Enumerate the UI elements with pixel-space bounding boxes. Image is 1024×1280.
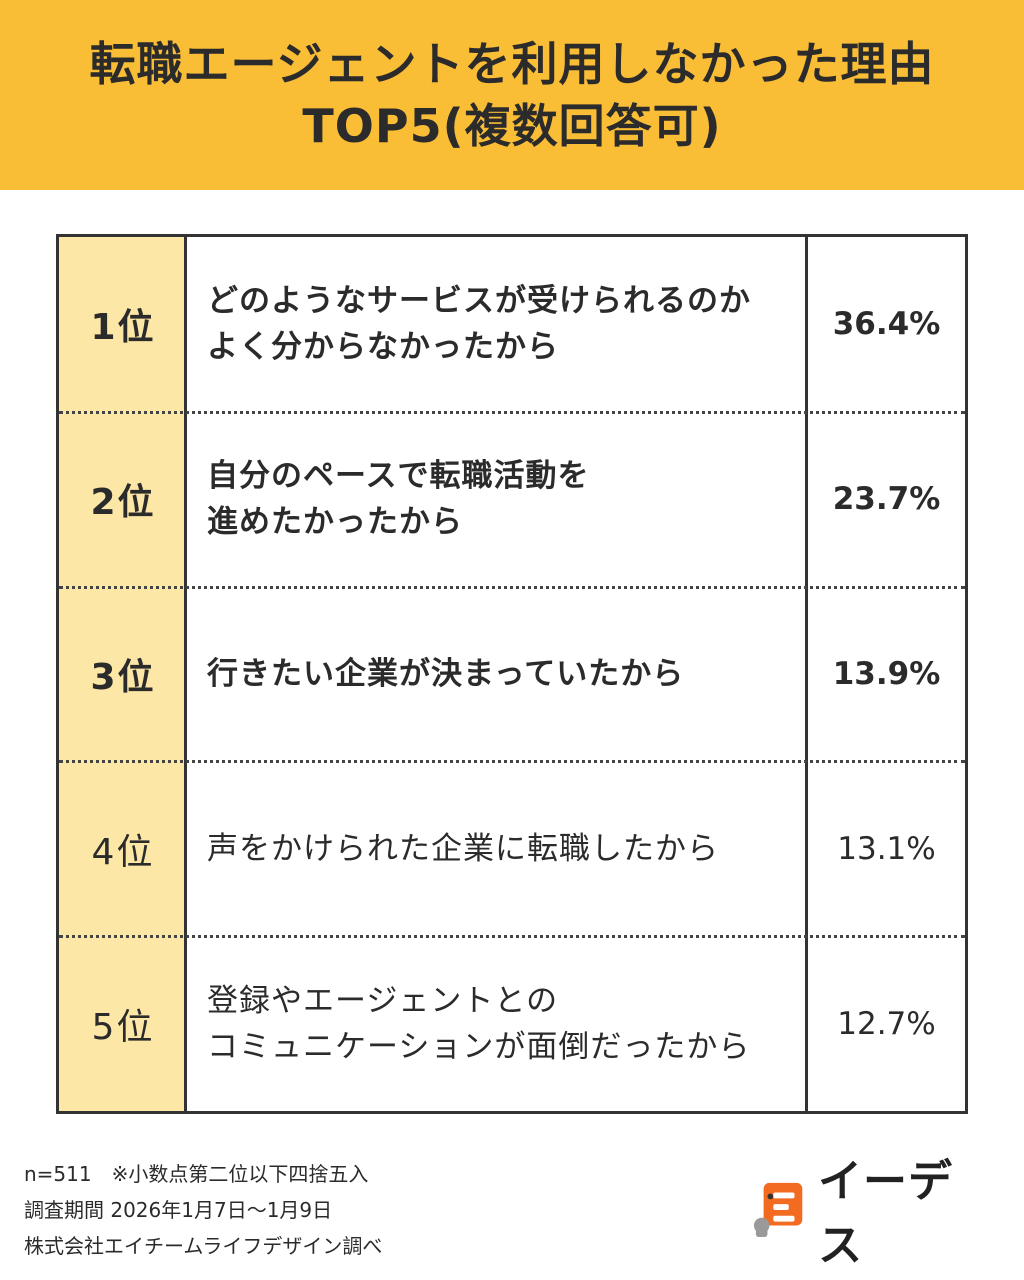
reason-line: どのようなサービスが受けられるのか [207, 283, 751, 320]
reason-line: 自分のペースで転職活動を [207, 458, 590, 495]
ranking-table: 1位 どのようなサービスが受けられるのか よく分からなかったから 36.4% 2位 自分の… [56, 234, 968, 1114]
table-row: 2位 自分のペースで転職活動を 進めたかったから 23.7% [59, 412, 965, 587]
row-divider [59, 585, 965, 589]
rank-label: 4位 [91, 831, 155, 873]
percent-value: 23.7% [832, 481, 941, 518]
table-row: 1位 どのようなサービスが受けられるのか よく分からなかったから 36.4% [59, 237, 965, 412]
percent-value: 13.1% [837, 830, 936, 867]
reason-line: 声をかけられた企業に転職したから [207, 830, 719, 867]
rank-label: 1位 [90, 307, 156, 349]
page-title-line1: 転職エージェントを利用しなかった理由 [89, 37, 935, 91]
footer-notes: n=511 ※小数点第二位以下四捨五入 調査期間 2026年1月7日〜1月9日 … [24, 1156, 724, 1264]
rank-label: 3位 [90, 656, 156, 698]
footer-source: 株式会社エイチームライフデザイン調べ [24, 1234, 383, 1258]
footer-survey-period: 調査期間 2026年1月7日〜1月9日 [24, 1198, 333, 1222]
footer-sample-note: n=511 ※小数点第二位以下四捨五入 [24, 1162, 369, 1186]
row-divider [59, 935, 965, 939]
row-divider [59, 410, 965, 414]
table-row: 5位 登録やエージェントとのコミュニケーションが面倒だったから 12.7% [59, 936, 965, 1111]
reason-text: 自分のペースで転職活動を 進めたかったから [207, 412, 797, 587]
reason-text: 行きたい企業が決まっていたから [207, 587, 797, 762]
reason-line: よく分からなかったから [207, 329, 559, 366]
rank-column [59, 237, 187, 1111]
table-row: 3位 行きたい企業が決まっていたから 13.9% [59, 587, 965, 762]
reason-line: 登録やエージェントとの [207, 982, 559, 1019]
reason-line: 進めたかったから [207, 504, 463, 541]
row-divider [59, 760, 965, 764]
reason-line: コミュニケーションが面倒だったから [207, 1028, 751, 1065]
ides-wordmark: イーデス [817, 1156, 953, 1271]
reason-text: 声をかけられた企業に転職したから [207, 761, 797, 936]
page-title-line2: TOP5(複数回答可) [302, 99, 722, 153]
ides-mascot-icon [753, 1182, 803, 1238]
header-banner: 転職エージェントを利用しなかった理由 TOP5(複数回答可) [0, 0, 1024, 190]
ides-logo: イーデス [752, 1156, 992, 1271]
rank-label: 5位 [91, 1006, 155, 1048]
rank-label: 2位 [90, 482, 156, 524]
percent-value: 36.4% [832, 306, 941, 343]
percent-column-divider [805, 237, 808, 1111]
table-row: 4位 声をかけられた企業に転職したから 13.1% [59, 761, 965, 936]
reason-text: 登録やエージェントとのコミュニケーションが面倒だったから [207, 936, 797, 1111]
percent-value: 13.9% [832, 655, 941, 692]
percent-value: 12.7% [837, 1005, 936, 1042]
reason-line: 行きたい企業が決まっていたから [207, 655, 685, 692]
reason-text: どのようなサービスが受けられるのか よく分からなかったから [207, 237, 797, 412]
